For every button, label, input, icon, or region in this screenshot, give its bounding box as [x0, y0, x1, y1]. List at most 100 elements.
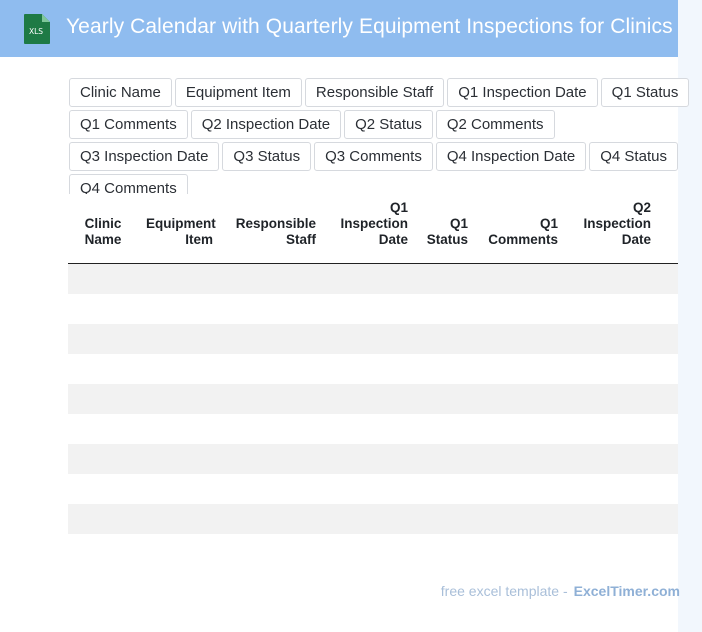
table-cell[interactable] [140, 474, 221, 504]
table-cell[interactable] [659, 414, 678, 444]
table-cell[interactable] [221, 504, 324, 534]
field-chip[interactable]: Equipment Item [174, 78, 302, 107]
table-cell[interactable] [416, 294, 476, 324]
table-cell[interactable] [566, 504, 659, 534]
table-cell[interactable] [324, 414, 416, 444]
table-cell[interactable] [221, 444, 324, 474]
field-chip[interactable]: Q3 Comments [314, 142, 433, 171]
column-header[interactable]: Q1 Comments [476, 194, 566, 264]
table-cell[interactable] [476, 294, 566, 324]
table-cell[interactable] [476, 384, 566, 414]
column-header[interactable]: Equipment Item [140, 194, 221, 264]
field-chip[interactable]: Q1 Comments [69, 110, 188, 139]
table-cell[interactable] [416, 504, 476, 534]
table-cell[interactable] [416, 474, 476, 504]
table-cell[interactable] [416, 534, 476, 557]
table-cell[interactable] [221, 324, 324, 354]
table-cell[interactable] [659, 324, 678, 354]
table-cell[interactable] [68, 534, 140, 557]
table-cell[interactable] [68, 324, 140, 354]
table-cell[interactable] [476, 444, 566, 474]
table-cell[interactable] [416, 324, 476, 354]
table-cell[interactable] [416, 414, 476, 444]
column-header[interactable]: Q2 Inspection Date [566, 194, 659, 264]
table-cell[interactable] [221, 534, 324, 557]
field-chip[interactable]: Q2 Status [344, 110, 433, 139]
table-cell[interactable] [140, 384, 221, 414]
field-chip[interactable]: Q3 Status [222, 142, 312, 171]
table-cell[interactable] [416, 263, 476, 294]
table-cell[interactable] [659, 354, 678, 384]
table-cell[interactable] [324, 354, 416, 384]
footer-brand-link[interactable]: ExcelTimer.com [573, 583, 680, 599]
table-cell[interactable] [324, 263, 416, 294]
table-cell[interactable] [566, 414, 659, 444]
table-cell[interactable] [140, 354, 221, 384]
table-cell[interactable] [659, 504, 678, 534]
table-cell[interactable] [416, 384, 476, 414]
table-cell[interactable] [221, 294, 324, 324]
table-cell[interactable] [68, 504, 140, 534]
table-cell[interactable] [140, 444, 221, 474]
table-cell[interactable] [140, 534, 221, 557]
table-cell[interactable] [68, 354, 140, 384]
field-chip[interactable]: Clinic Name [69, 78, 172, 107]
table-cell[interactable] [476, 474, 566, 504]
table-cell[interactable] [68, 263, 140, 294]
column-header[interactable]: Clinic Name [68, 194, 140, 264]
table-cell[interactable] [566, 263, 659, 294]
table-cell[interactable] [476, 263, 566, 294]
field-chip[interactable]: Q4 Status [589, 142, 678, 171]
field-chip[interactable]: Q2 Comments [435, 110, 555, 139]
table-cell[interactable] [659, 534, 678, 557]
column-header[interactable]: Q1 Inspection Date [324, 194, 416, 264]
table-cell[interactable] [221, 354, 324, 384]
table-cell[interactable] [140, 294, 221, 324]
field-chip[interactable]: Q4 Inspection Date [435, 142, 587, 171]
table-cell[interactable] [324, 474, 416, 504]
column-header[interactable]: Responsible Staff [221, 194, 324, 264]
table-cell[interactable] [659, 294, 678, 324]
column-header[interactable]: Q1 Status [416, 194, 476, 264]
table-cell[interactable] [566, 384, 659, 414]
table-cell[interactable] [416, 444, 476, 474]
field-chip[interactable]: Q1 Inspection Date [447, 78, 598, 107]
field-chip[interactable]: Q3 Inspection Date [69, 142, 220, 171]
table-cell[interactable] [324, 324, 416, 354]
table-cell[interactable] [324, 444, 416, 474]
table-cell[interactable] [416, 354, 476, 384]
table-cell[interactable] [140, 324, 221, 354]
table-cell[interactable] [566, 444, 659, 474]
table-cell[interactable] [566, 294, 659, 324]
table-cell[interactable] [221, 263, 324, 294]
table-cell[interactable] [68, 294, 140, 324]
table-cell[interactable] [476, 354, 566, 384]
table-cell[interactable] [140, 263, 221, 294]
table-cell[interactable] [476, 534, 566, 557]
table-cell[interactable] [221, 384, 324, 414]
table-cell[interactable] [566, 324, 659, 354]
table-cell[interactable] [68, 474, 140, 504]
table-cell[interactable] [140, 414, 221, 444]
table-cell[interactable] [68, 444, 140, 474]
table-cell[interactable] [659, 263, 678, 294]
table-cell[interactable] [324, 504, 416, 534]
field-chip[interactable]: Q2 Inspection Date [190, 110, 342, 139]
table-cell[interactable] [140, 504, 221, 534]
table-cell[interactable] [566, 474, 659, 504]
field-chip[interactable]: Responsible Staff [304, 78, 445, 107]
table-cell[interactable] [324, 534, 416, 557]
table-cell[interactable] [221, 414, 324, 444]
table-cell[interactable] [324, 294, 416, 324]
table-cell[interactable] [68, 414, 140, 444]
table-cell[interactable] [324, 384, 416, 414]
table-cell[interactable] [659, 444, 678, 474]
table-cell[interactable] [476, 414, 566, 444]
table-cell[interactable] [659, 384, 678, 414]
table-cell[interactable] [476, 504, 566, 534]
table-cell[interactable] [566, 354, 659, 384]
field-chip[interactable]: Q1 Status [600, 78, 690, 107]
table-cell[interactable] [659, 474, 678, 504]
table-cell[interactable] [221, 474, 324, 504]
